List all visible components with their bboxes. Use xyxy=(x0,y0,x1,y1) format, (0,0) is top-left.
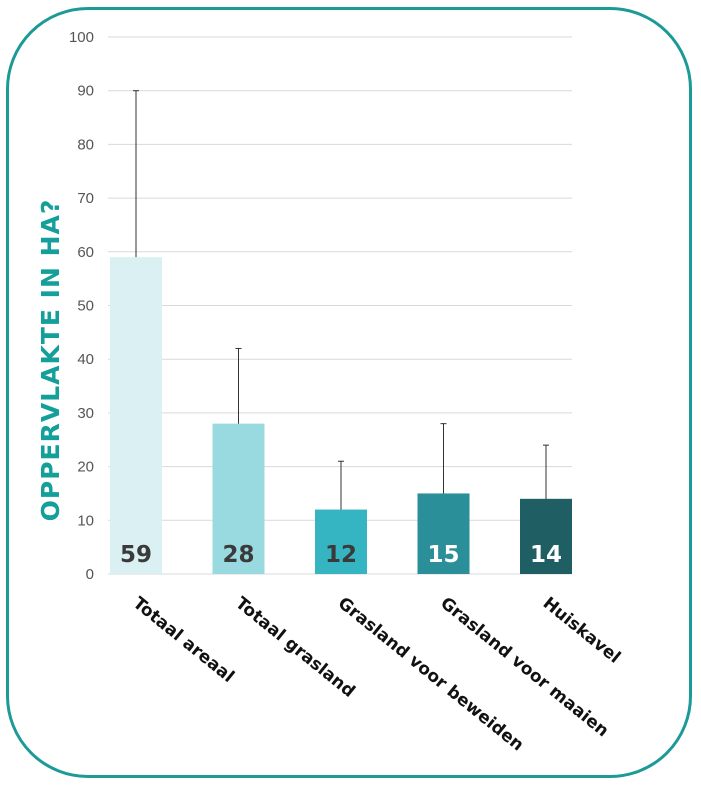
y-axis-ticks: 0 10 20 30 40 50 60 70 80 90 100 xyxy=(69,29,94,583)
y-tick-label: 40 xyxy=(77,351,94,368)
x-category-label: Grasland voor beweiden xyxy=(334,593,527,755)
x-category-label: Huiskavel xyxy=(539,593,624,667)
x-category-label: Grasland voor maaien xyxy=(436,593,612,741)
data-labels: 59 28 12 15 14 xyxy=(120,542,562,568)
data-label: 59 xyxy=(120,542,152,568)
data-label: 15 xyxy=(427,542,459,568)
y-tick-label: 0 xyxy=(86,566,94,583)
y-tick-label: 20 xyxy=(77,459,94,476)
data-label: 28 xyxy=(222,542,254,568)
bars xyxy=(110,257,572,574)
y-tick-label: 50 xyxy=(77,298,94,315)
bar xyxy=(212,423,265,574)
y-tick-label: 60 xyxy=(77,244,94,261)
data-label: 12 xyxy=(325,542,357,568)
y-tick-label: 30 xyxy=(77,405,94,422)
data-label: 14 xyxy=(530,542,562,568)
x-category-label: Totaal areaal xyxy=(129,593,238,687)
bar xyxy=(315,509,367,574)
bar xyxy=(110,257,162,574)
grid-lines xyxy=(108,36,572,575)
y-tick-label: 80 xyxy=(77,136,94,153)
bar xyxy=(417,493,470,574)
y-tick-label: 100 xyxy=(69,29,94,46)
y-tick-label: 70 xyxy=(77,190,94,207)
y-tick-label: 90 xyxy=(77,83,94,100)
error-bars xyxy=(133,90,549,574)
bar xyxy=(520,498,572,574)
y-tick-label: 10 xyxy=(77,512,94,529)
y-axis-label: OPPERVLAKTE IN HA? xyxy=(36,199,65,522)
